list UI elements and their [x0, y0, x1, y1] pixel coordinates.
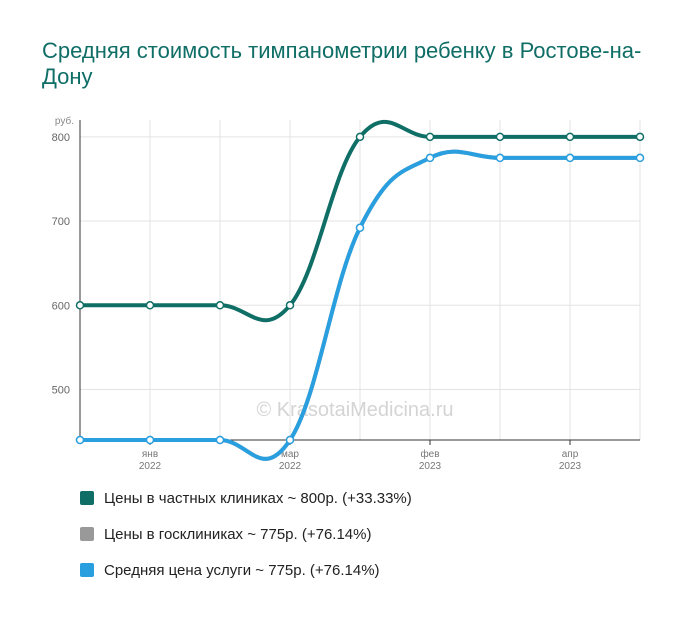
y-tick-label: 700: [52, 216, 70, 228]
data-point: [77, 302, 84, 309]
data-point: [567, 133, 574, 140]
x-tick-year-label: 2023: [559, 461, 582, 472]
data-point: [357, 133, 364, 140]
data-point: [637, 133, 644, 140]
data-point: [427, 154, 434, 161]
legend-label-private: Цены в частных клиниках ~ 800р. (+33.33%…: [104, 490, 412, 507]
data-point: [147, 437, 154, 444]
x-tick-year-label: 2022: [279, 461, 302, 472]
data-point: [287, 302, 294, 309]
data-point: [497, 133, 504, 140]
legend-label-public: Цены в госклиниках ~ 775р. (+76.14%): [104, 526, 371, 543]
legend: Цены в частных клиниках ~ 800р. (+33.33%…: [80, 488, 412, 596]
y-tick-label: 800: [52, 132, 70, 144]
data-point: [287, 437, 294, 444]
legend-label-average: Средняя цена услуги ~ 775р. (+76.14%): [104, 562, 380, 579]
legend-item-public[interactable]: Цены в госклиниках ~ 775р. (+76.14%): [80, 524, 412, 544]
data-point: [217, 302, 224, 309]
data-point: [567, 154, 574, 161]
legend-swatch-private: [80, 491, 94, 505]
watermark: © KrasotaiMedicina.ru: [256, 399, 453, 421]
y-tick-label: 600: [52, 300, 70, 312]
legend-swatch-public: [80, 527, 94, 541]
data-point: [217, 437, 224, 444]
y-tick-label: 500: [52, 384, 70, 396]
x-tick-month-label: апр: [562, 449, 579, 460]
data-point: [147, 302, 154, 309]
x-tick-month-label: фев: [420, 448, 439, 460]
data-point: [497, 154, 504, 161]
x-tick-year-label: 2022: [139, 461, 162, 472]
data-point: [77, 437, 84, 444]
x-tick-month-label: янв: [142, 449, 158, 460]
y-axis-unit-label: руб.: [55, 115, 74, 127]
x-tick-year-label: 2023: [419, 461, 442, 472]
legend-swatch-average: [80, 563, 94, 577]
data-point: [427, 133, 434, 140]
data-point: [357, 224, 364, 231]
data-point: [637, 154, 644, 161]
legend-item-private[interactable]: Цены в частных клиниках ~ 800р. (+33.33%…: [80, 488, 412, 508]
legend-item-average[interactable]: Средняя цена услуги ~ 775р. (+76.14%): [80, 560, 412, 580]
